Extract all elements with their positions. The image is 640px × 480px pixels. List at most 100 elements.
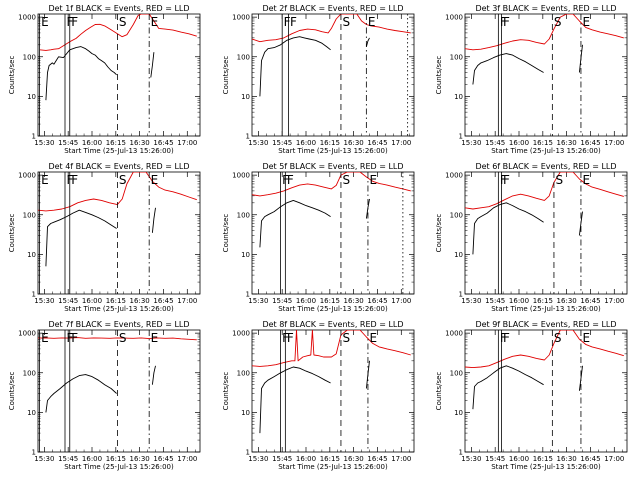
x-tick-label: 17:00 (177, 139, 197, 147)
x-tick-label: 15:45 (272, 297, 292, 305)
marker-letter: F (284, 15, 291, 29)
y-axis-label: Counts/sec (222, 214, 230, 253)
axes-frame (37, 171, 201, 295)
series-group (252, 14, 411, 97)
y-tick-label: 1 (246, 449, 250, 457)
y-tick-label: 1000 (445, 172, 463, 180)
x-axis-label: Start Time (25-Jul-13 15:26:00) (64, 463, 174, 471)
marker-letter: S (119, 15, 127, 29)
x-axis-label: Start Time (25-Jul-13 15:26:00) (491, 305, 601, 313)
y-tick-label: 10 (27, 251, 36, 259)
x-tick-label: 15:45 (58, 297, 78, 305)
x-tick-label: 17:00 (391, 455, 411, 463)
axes-frame (37, 329, 201, 453)
x-tick-label: 16:15 (106, 139, 126, 147)
x-tick-label: 16:15 (533, 297, 553, 305)
y-tick-label: 1000 (232, 14, 250, 22)
y-axis-label: Counts/sec (222, 56, 230, 95)
axes-frame (251, 329, 415, 453)
x-tick-label: 15:30 (461, 297, 481, 305)
panel-title: Det 3f BLACK = Events, RED = LLD (475, 4, 616, 13)
x-tick-label: 16:45 (367, 297, 387, 305)
y-tick-label: 100 (23, 53, 36, 61)
axes-frame (464, 329, 628, 453)
marker-letter: F (503, 173, 510, 187)
events-series-line (472, 365, 544, 410)
marker-letter: E (151, 173, 159, 187)
y-tick-label: 1000 (232, 172, 250, 180)
marker-letter: E (582, 331, 590, 345)
marker-letter: F (290, 15, 297, 29)
x-tick-label: 16:45 (367, 455, 387, 463)
x-tick-label: 15:30 (248, 297, 268, 305)
x-axis-label: Start Time (25-Jul-13 15:26:00) (278, 463, 388, 471)
x-tick-label: 16:00 (82, 139, 102, 147)
marker-letter: E (369, 173, 377, 187)
x-tick-label: 15:45 (272, 455, 292, 463)
marker-letter: F (71, 15, 78, 29)
events-series-line (365, 198, 370, 219)
marker-letter: F (287, 173, 294, 187)
marker-letter: E (151, 331, 159, 345)
y-axis-label: Counts/sec (8, 214, 16, 253)
x-tick-label: 16:15 (320, 455, 340, 463)
events-series-line (365, 37, 370, 47)
chart-panel-8: Det 8f BLACK = Events, RED = LLD 1 10 100 10… (222, 320, 415, 471)
y-tick-label: 10 (241, 409, 250, 417)
lld-series-line (38, 337, 197, 341)
x-tick-label: 15:30 (248, 455, 268, 463)
x-tick-label: 15:30 (248, 139, 268, 147)
events-series-line (578, 365, 583, 391)
series-group (38, 337, 197, 413)
events-series-line (578, 211, 583, 236)
y-tick-label: 1 (459, 133, 463, 141)
x-tick-label: 16:45 (153, 297, 173, 305)
lld-series-line (38, 172, 197, 212)
y-tick-label: 10 (27, 93, 36, 101)
x-tick-label: 16:30 (557, 297, 577, 305)
x-tick-label: 16:45 (580, 139, 600, 147)
marker-letter: E (151, 15, 159, 29)
y-tick-label: 100 (237, 369, 250, 377)
lld-series-line (39, 14, 197, 51)
axes-frame (251, 13, 415, 137)
x-tick-label: 16:30 (344, 455, 364, 463)
panel-title: Det 7f BLACK = Events, RED = LLD (48, 320, 189, 329)
lld-series-line (252, 330, 411, 367)
x-axis-label: Start Time (25-Jul-13 15:26:00) (278, 147, 388, 155)
x-tick-label: 16:45 (580, 297, 600, 305)
x-tick-label: 16:00 (296, 297, 316, 305)
panel-title: Det 8f BLACK = Events, RED = LLD (262, 320, 403, 329)
x-tick-label: 16:30 (344, 297, 364, 305)
lld-series-line (465, 172, 624, 210)
x-tick-label: 17:00 (604, 297, 624, 305)
y-tick-label: 1 (32, 133, 36, 141)
marker-letter: E (582, 173, 590, 187)
panel-title: Det 1f BLACK = Events, RED = LLD (48, 4, 189, 13)
x-tick-label: 16:00 (509, 139, 529, 147)
x-tick-label: 17:00 (604, 139, 624, 147)
marker-letter: S (342, 331, 350, 345)
x-tick-label: 16:30 (130, 455, 150, 463)
y-axis-label: Counts/sec (222, 372, 230, 411)
x-tick-label: 16:45 (580, 455, 600, 463)
y-tick-label: 1000 (445, 14, 463, 22)
x-tick-label: 16:45 (153, 455, 173, 463)
events-series-line (259, 199, 331, 248)
series-group (252, 172, 411, 248)
x-tick-label: 17:00 (177, 455, 197, 463)
chart-panel-6: Det 6f BLACK = Events, RED = LLD 1 10 100 10… (435, 162, 628, 313)
x-tick-label: 16:15 (320, 297, 340, 305)
chart-panel-1: Det 1f BLACK = Events, RED = LLD 1 10 100 10… (8, 4, 201, 155)
y-tick-label: 1 (32, 449, 36, 457)
x-axis-label: Start Time (25-Jul-13 15:26:00) (64, 305, 174, 313)
x-tick-label: 16:30 (130, 139, 150, 147)
marker-letter: S (555, 173, 563, 187)
axes-frame (464, 13, 628, 137)
marker-letter: F (503, 15, 510, 29)
marker-letter: S (554, 15, 562, 29)
series-group (39, 14, 197, 101)
events-series-line (45, 209, 117, 267)
events-series-line (259, 366, 331, 434)
